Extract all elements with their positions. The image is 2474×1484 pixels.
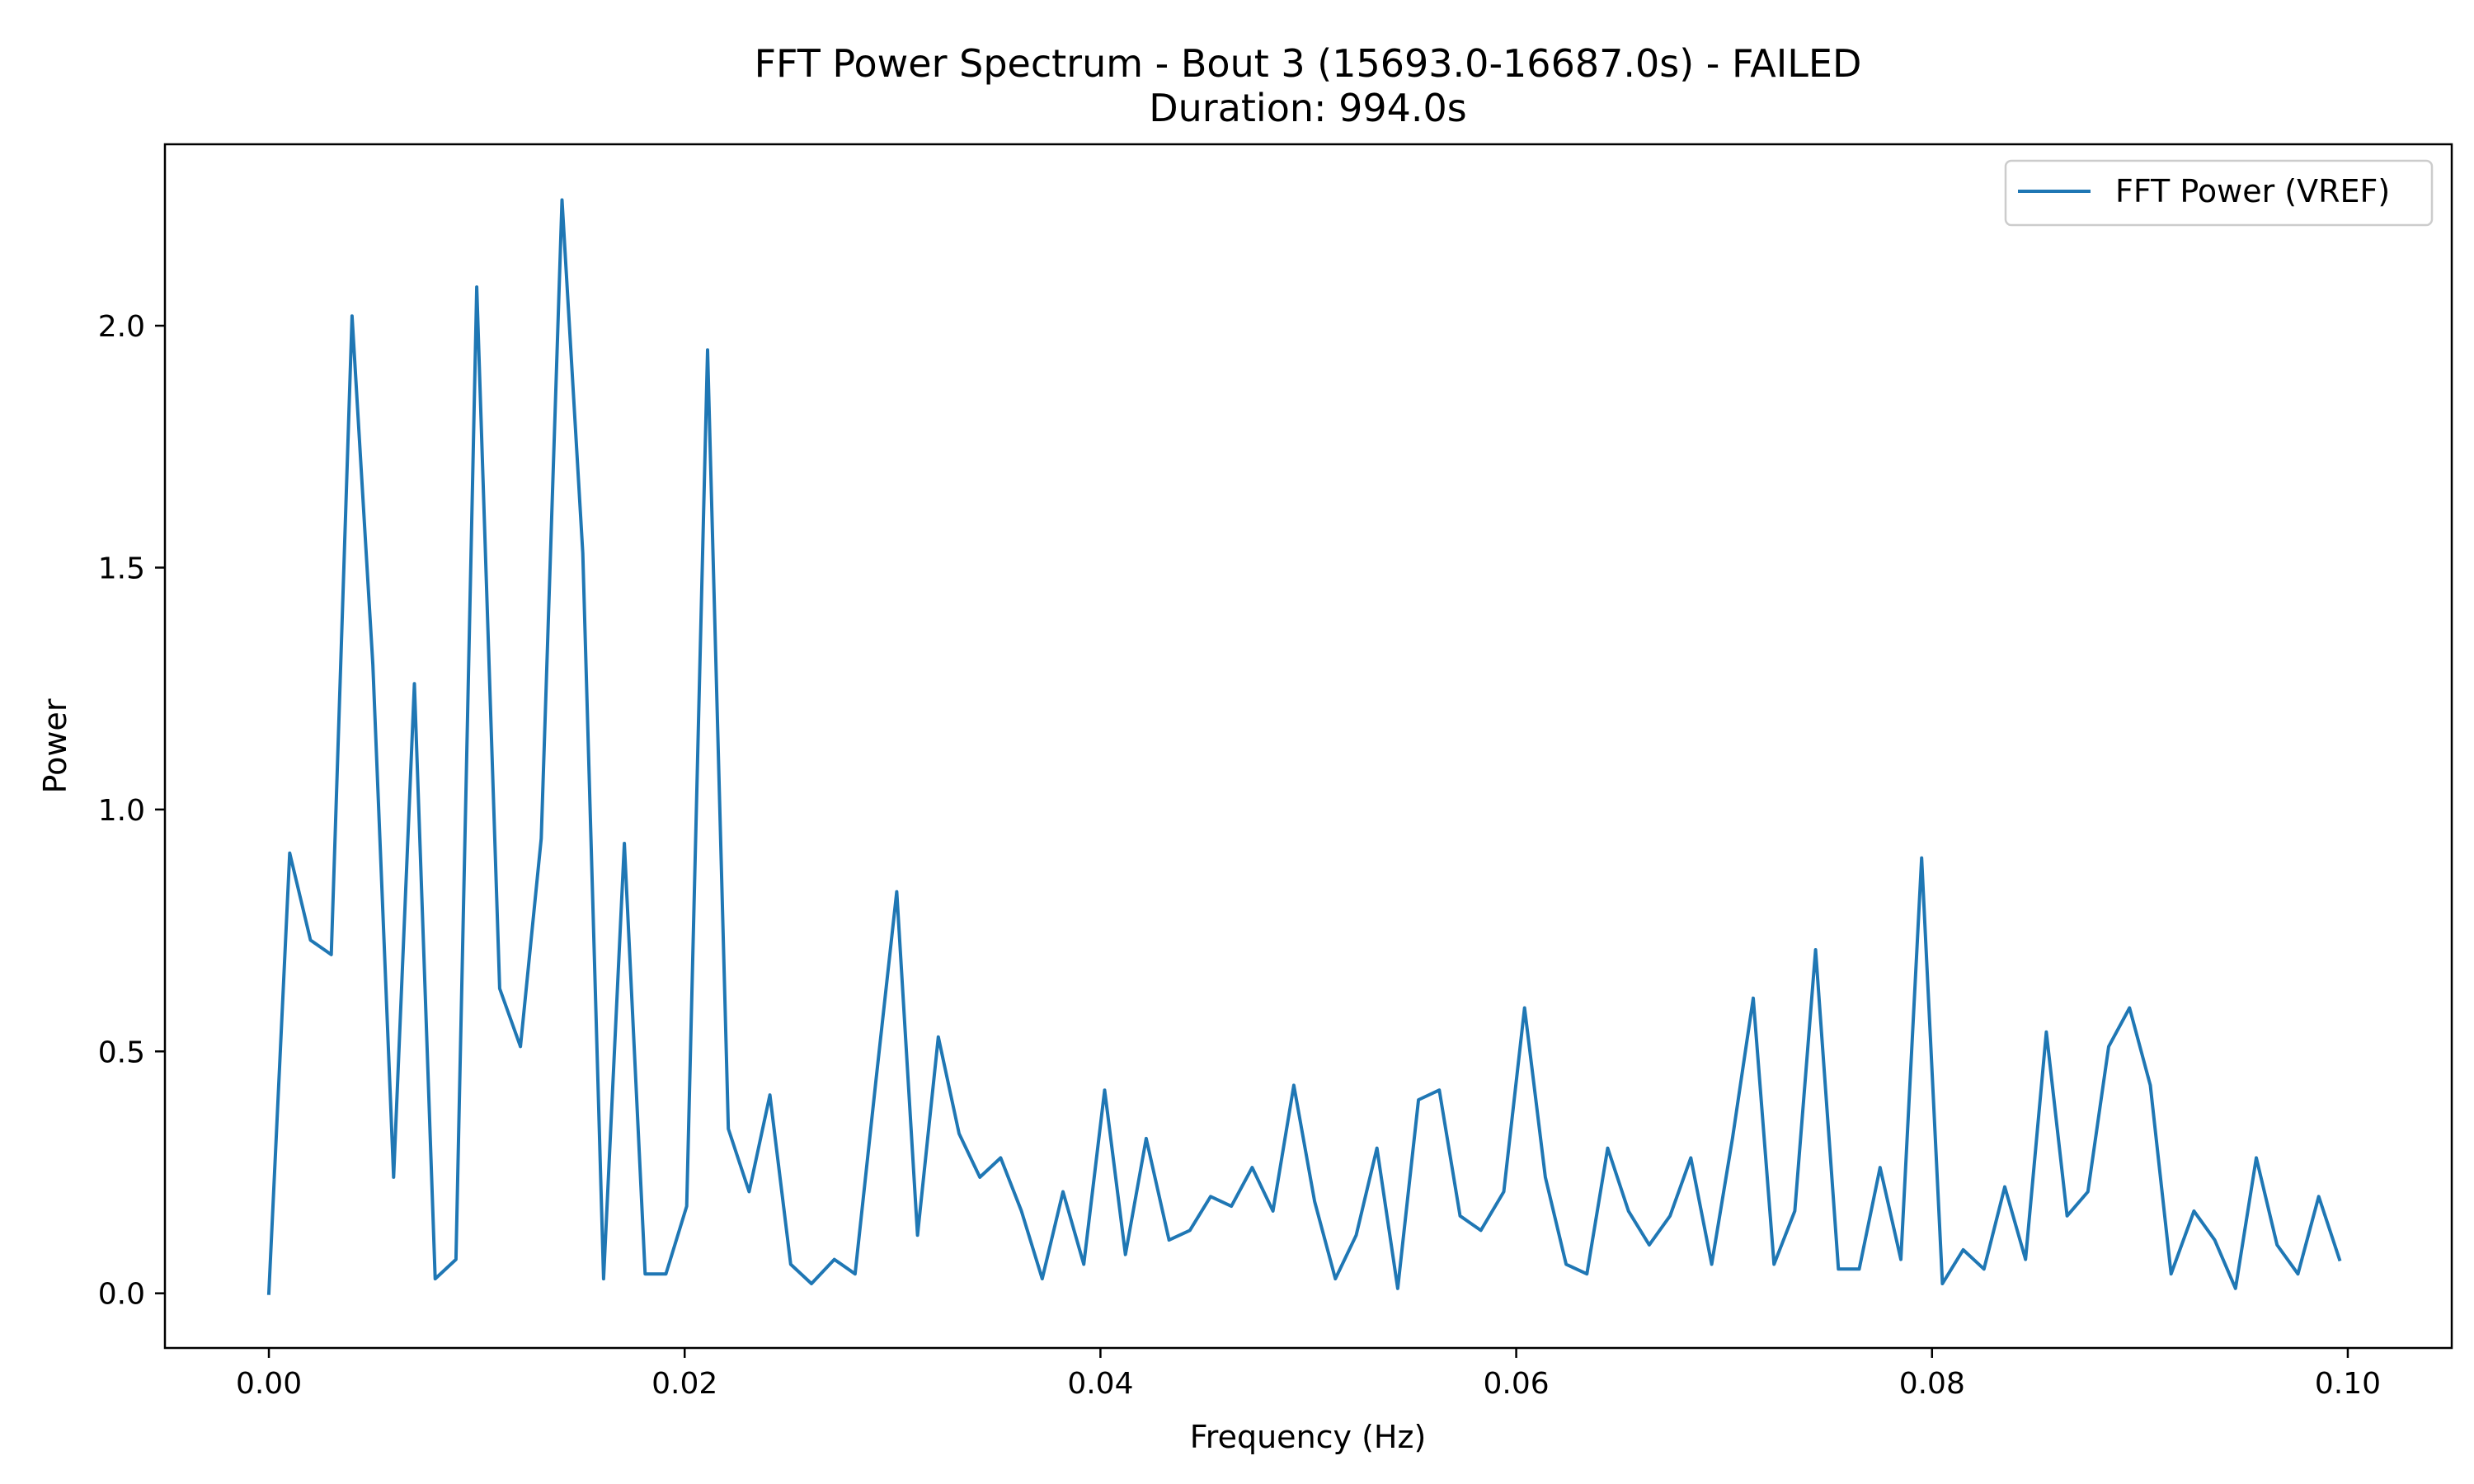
x-tick-label: 0.04 [1067,1367,1133,1401]
legend: FFT Power (VREF) [2004,159,2434,227]
y-tick-label: 1.0 [98,794,145,828]
x-tick-label: 0.02 [651,1367,717,1401]
x-tick-label: 0.08 [1899,1367,1965,1401]
y-tick-label: 2.0 [98,310,145,344]
x-tick-label: 0.06 [1484,1367,1550,1401]
chart-title: FFT Power Spectrum - Bout 3 (15693.0-166… [755,41,1862,86]
y-tick-label: 0.0 [98,1278,145,1312]
legend-label: FFT Power (VREF) [2115,173,2390,209]
chart-subtitle: Duration: 994.0s [1149,86,1467,130]
y-axis: 0.0 0.5 1.0 1.5 2.0 [98,310,165,1312]
x-tick-label: 0.00 [236,1367,302,1401]
y-axis-label: Power [37,698,73,793]
x-axis-label: Frequency (Hz) [1190,1419,1427,1455]
x-tick-label: 0.10 [2315,1367,2381,1401]
plot-area-frame [163,143,2453,1350]
x-axis: 0.00 0.02 0.04 0.06 0.08 0.10 [236,1348,2381,1401]
series-line-0 [266,198,2342,1295]
y-tick-label: 1.5 [98,552,145,585]
y-tick-label: 0.5 [98,1036,145,1069]
legend-box [2004,159,2434,227]
series-layer [266,198,2342,1295]
